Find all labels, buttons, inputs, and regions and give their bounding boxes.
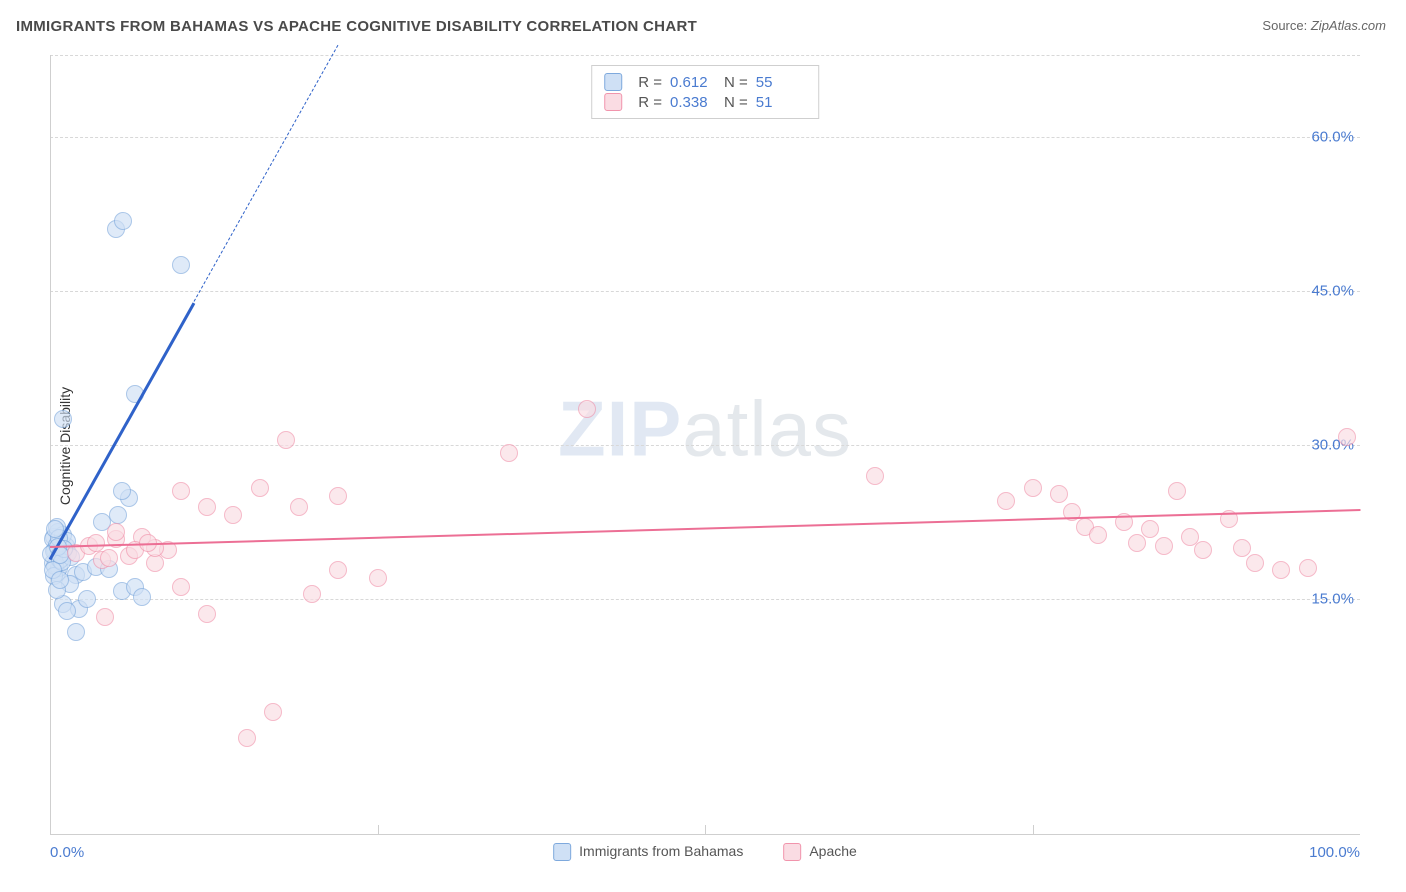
n-value: 51	[756, 94, 802, 111]
series-legend: Immigrants from Bahamas Apache	[553, 843, 857, 861]
x-tick-mark	[1033, 825, 1034, 835]
series-legend-label: Immigrants from Bahamas	[579, 843, 743, 859]
y-axis	[50, 55, 51, 835]
legend-swatch	[553, 843, 571, 861]
r-label: R =	[638, 94, 662, 111]
data-point-bahamas	[113, 482, 131, 500]
source-label: Source:	[1262, 18, 1307, 33]
x-tick-mark	[705, 825, 706, 835]
data-point-apache	[146, 554, 164, 572]
data-point-apache	[172, 578, 190, 596]
data-point-apache	[329, 561, 347, 579]
data-point-apache	[578, 400, 596, 418]
data-point-bahamas	[58, 602, 76, 620]
data-point-apache	[87, 534, 105, 552]
data-point-apache	[277, 431, 295, 449]
x-tick-mark	[378, 825, 379, 835]
series-legend-label: Apache	[809, 843, 856, 859]
source-attribution: Source: ZipAtlas.com	[1262, 18, 1386, 33]
data-point-apache	[1233, 539, 1251, 557]
data-point-apache	[1141, 520, 1159, 538]
gridline-h	[50, 599, 1360, 600]
data-point-apache	[1246, 554, 1264, 572]
data-point-apache	[997, 492, 1015, 510]
data-point-apache	[303, 585, 321, 603]
data-point-apache	[224, 506, 242, 524]
data-point-bahamas	[54, 410, 72, 428]
chart-title: IMMIGRANTS FROM BAHAMAS VS APACHE COGNIT…	[16, 18, 697, 35]
gridline-h	[50, 291, 1360, 292]
watermark: ZIPatlas	[558, 384, 852, 475]
n-label: N =	[724, 94, 748, 111]
y-tick-label: 60.0%	[1311, 129, 1354, 146]
data-point-apache	[1155, 537, 1173, 555]
data-point-apache	[172, 482, 190, 500]
data-point-apache	[238, 729, 256, 747]
data-point-apache	[1299, 559, 1317, 577]
legend-swatch	[783, 843, 801, 861]
gridline-h	[50, 445, 1360, 446]
n-value: 55	[756, 74, 802, 91]
data-point-apache	[1168, 482, 1186, 500]
series-legend-item: Immigrants from Bahamas	[553, 843, 743, 861]
legend-swatch	[604, 73, 622, 91]
data-point-bahamas	[67, 623, 85, 641]
gridline-h	[50, 55, 1360, 56]
r-value: 0.612	[670, 74, 716, 91]
n-label: N =	[724, 74, 748, 91]
stats-legend: R = 0.612 N = 55 R = 0.338 N = 51	[591, 65, 819, 119]
data-point-apache	[96, 608, 114, 626]
data-point-apache	[264, 703, 282, 721]
data-point-apache	[1128, 534, 1146, 552]
data-point-apache	[251, 479, 269, 497]
data-point-apache	[100, 549, 118, 567]
y-tick-label: 45.0%	[1311, 283, 1354, 300]
gridline-h	[50, 137, 1360, 138]
watermark-bold: ZIP	[558, 385, 682, 473]
data-point-apache	[866, 467, 884, 485]
data-point-apache	[107, 523, 125, 541]
data-point-apache	[1050, 485, 1068, 503]
data-point-apache	[369, 569, 387, 587]
data-point-apache	[500, 444, 518, 462]
r-label: R =	[638, 74, 662, 91]
y-tick-label: 15.0%	[1311, 590, 1354, 607]
data-point-bahamas	[133, 588, 151, 606]
legend-swatch	[604, 93, 622, 111]
r-value: 0.338	[670, 94, 716, 111]
data-point-apache	[1194, 541, 1212, 559]
data-point-apache	[1089, 526, 1107, 544]
data-point-apache	[1024, 479, 1042, 497]
series-legend-item: Apache	[783, 843, 856, 861]
data-point-apache	[1272, 561, 1290, 579]
scatter-plot: ZIPatlas R =0.612N =55R =0.338N =51 Immi…	[50, 55, 1360, 835]
watermark-rest: atlas	[682, 385, 852, 473]
data-point-apache	[198, 605, 216, 623]
data-point-apache	[198, 498, 216, 516]
data-point-bahamas	[78, 590, 96, 608]
data-point-bahamas	[51, 571, 69, 589]
data-point-apache	[290, 498, 308, 516]
data-point-bahamas	[114, 212, 132, 230]
x-tick-max: 100.0%	[1309, 844, 1360, 861]
x-tick-min: 0.0%	[50, 844, 84, 861]
data-point-bahamas	[172, 256, 190, 274]
trendline-bahamas	[194, 45, 339, 302]
stats-legend-row: R = 0.612 N = 55	[604, 72, 802, 92]
source-name: ZipAtlas.com	[1311, 18, 1386, 33]
data-point-apache	[329, 487, 347, 505]
data-point-apache	[1338, 428, 1356, 446]
data-point-bahamas	[109, 506, 127, 524]
stats-legend-row: R = 0.338 N = 51	[604, 92, 802, 112]
